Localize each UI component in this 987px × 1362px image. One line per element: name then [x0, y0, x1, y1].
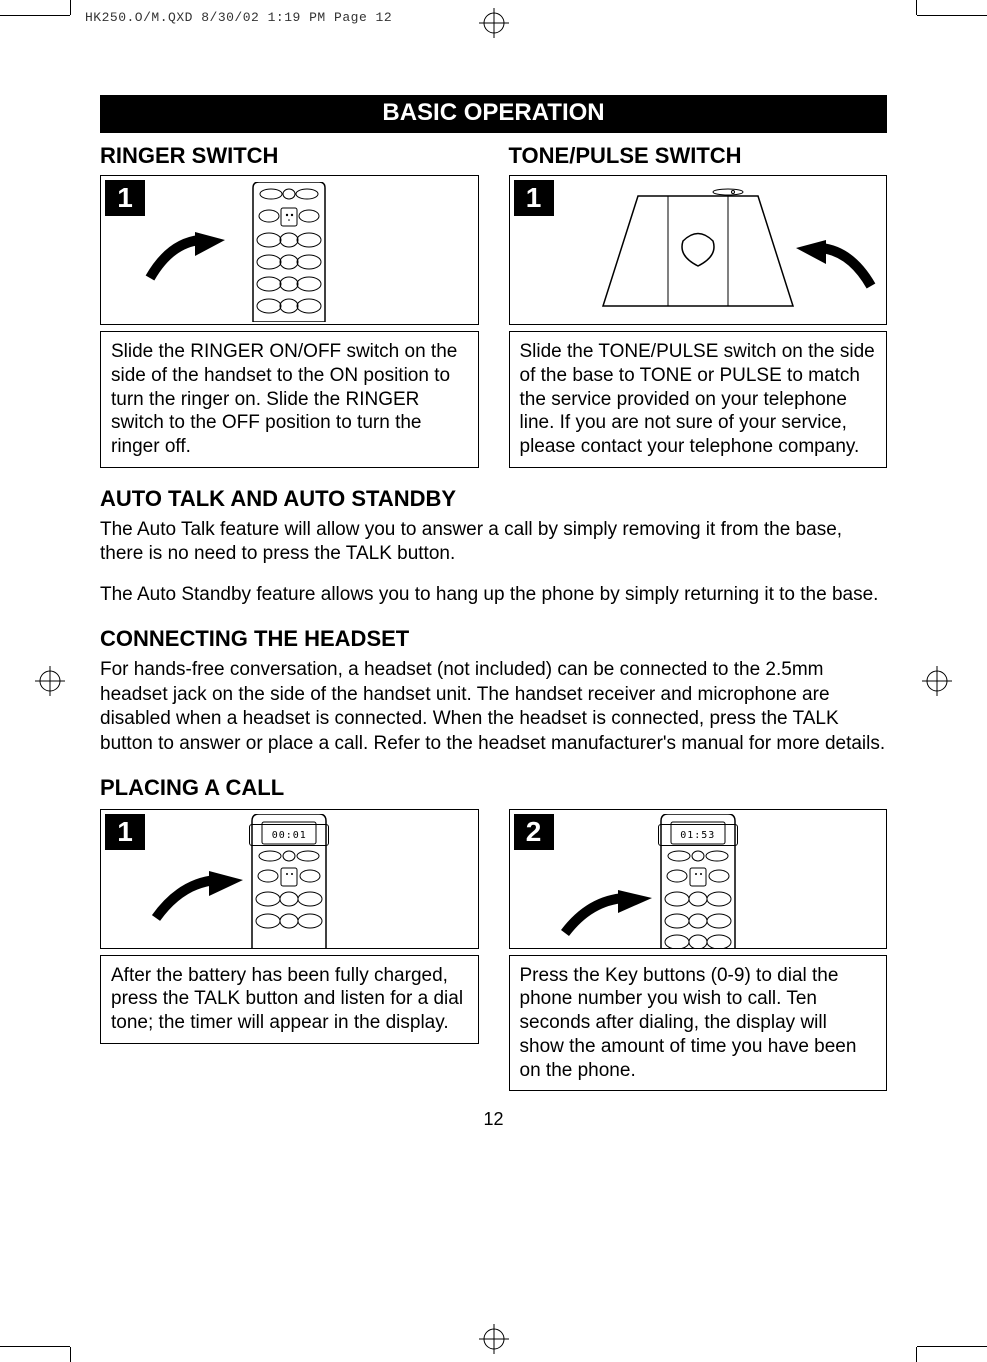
step-badge: 1: [105, 180, 145, 216]
crop-mark: [916, 0, 917, 15]
tonepulse-col: TONE/PULSE SWITCH 1 Slide the TONE/PULSE…: [509, 143, 888, 468]
placing-step1-caption: After the battery has been fully charged…: [100, 955, 479, 1044]
step-badge: 2: [514, 814, 554, 850]
registration-mark-icon: [35, 666, 65, 696]
placing-step2-col: 2 01:53: [509, 809, 888, 1092]
crop-mark: [70, 0, 71, 15]
tonepulse-heading: TONE/PULSE SWITCH: [509, 143, 888, 169]
placing-step1-figure: 1 00:01: [100, 809, 479, 949]
placing-row: 1 00:01 Afte: [100, 809, 887, 1092]
crop-mark: [916, 1347, 917, 1362]
placing-heading: PLACING A CALL: [100, 775, 887, 801]
crop-mark: [917, 15, 987, 16]
tonepulse-figure: 1: [509, 175, 888, 325]
phone-base-icon: [598, 186, 798, 316]
ringer-caption: Slide the RINGER ON/OFF switch on the si…: [100, 331, 479, 468]
ringer-heading: RINGER SWITCH: [100, 143, 479, 169]
arrow-left-icon: [786, 236, 876, 296]
lcd-timer: 01:53: [658, 824, 738, 846]
registration-mark-icon: [479, 8, 509, 38]
placing-step2-figure: 2 01:53: [509, 809, 888, 949]
section-banner: BASIC OPERATION: [100, 95, 887, 133]
headset-section: CONNECTING THE HEADSET For hands-free co…: [100, 626, 887, 757]
ringer-switch-col: RINGER SWITCH 1 Slide the: [100, 143, 479, 468]
registration-mark-icon: [922, 666, 952, 696]
placing-call-section: PLACING A CALL 1 00:01: [100, 775, 887, 1092]
page-content: BASIC OPERATION RINGER SWITCH 1: [100, 95, 887, 1130]
step-badge: 1: [514, 180, 554, 216]
crop-mark: [0, 1346, 70, 1347]
step-badge: 1: [105, 814, 145, 850]
arrow-right-icon: [560, 888, 660, 943]
headset-para: For hands-free conversation, a headset (…: [100, 658, 887, 757]
ringer-figure: 1: [100, 175, 479, 325]
print-slug: HK250.O/M.QXD 8/30/02 1:19 PM Page 12: [85, 10, 392, 25]
arrow-right-icon: [145, 228, 235, 288]
headset-heading: CONNECTING THE HEADSET: [100, 626, 887, 652]
arrow-right-icon: [151, 868, 251, 928]
registration-mark-icon: [479, 1324, 509, 1354]
placing-step2-caption: Press the Key buttons (0-9) to dial the …: [509, 955, 888, 1092]
autotalk-section: AUTO TALK AND AUTO STANDBY The Auto Talk…: [100, 486, 887, 608]
lcd-timer: 00:01: [249, 824, 329, 846]
placing-step1-col: 1 00:01 Afte: [100, 809, 479, 1092]
switch-row: RINGER SWITCH 1 Slide the: [100, 143, 887, 468]
crop-mark: [917, 1346, 987, 1347]
crop-mark: [70, 1347, 71, 1362]
handset-keypad-icon: [229, 182, 349, 322]
autotalk-para2: The Auto Standby feature allows you to h…: [100, 583, 887, 608]
tonepulse-caption: Slide the TONE/PULSE switch on the side …: [509, 331, 888, 468]
autotalk-heading: AUTO TALK AND AUTO STANDBY: [100, 486, 887, 512]
autotalk-para1: The Auto Talk feature will allow you to …: [100, 518, 887, 567]
page-number: 12: [100, 1109, 887, 1130]
crop-mark: [0, 15, 70, 16]
